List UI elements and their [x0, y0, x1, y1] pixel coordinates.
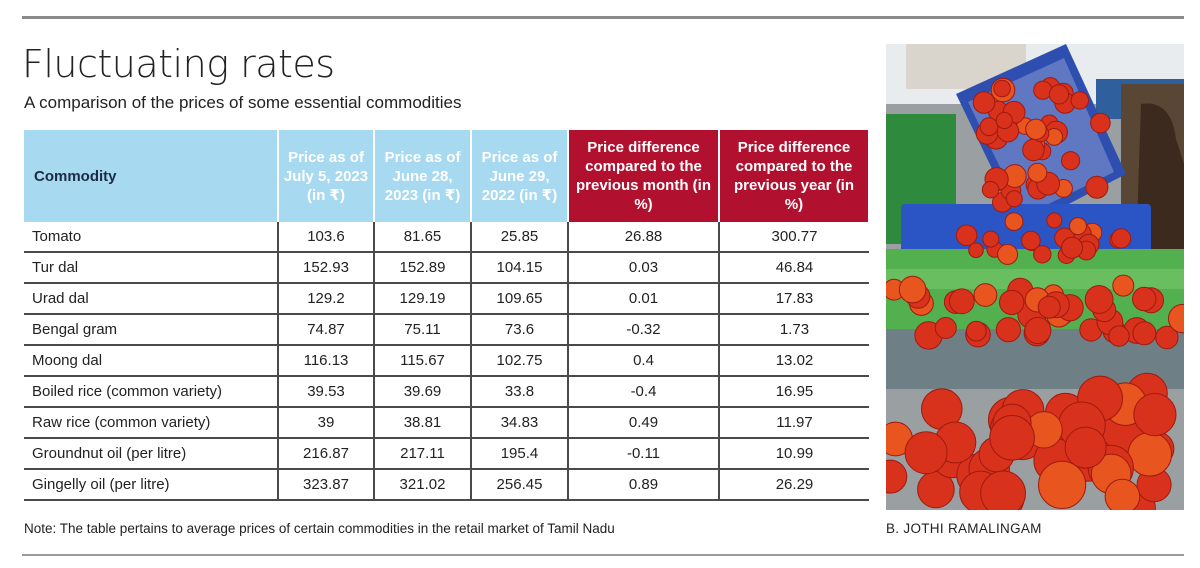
- table-row: Tur dal 152.93 152.89 104.15 0.03 46.84: [24, 252, 869, 284]
- price-table: Commodity Price as of July 5, 2023 (in ₹…: [24, 130, 870, 501]
- tomato-market-photo: [886, 44, 1184, 510]
- header-price-june-2022: Price as of June 29, 2022 (in ₹): [471, 130, 569, 222]
- cell-commodity: Gingelly oil (per litre): [24, 469, 279, 501]
- table-row: Groundnut oil (per litre) 216.87 217.11 195…: [24, 438, 869, 470]
- table-row: Urad dal 129.2 129.19 109.65 0.01 17.83: [24, 283, 869, 315]
- cell-commodity: Bengal gram: [24, 314, 279, 346]
- cell-commodity: Moong dal: [24, 345, 279, 377]
- cell-diff-year: 26.29: [719, 469, 869, 501]
- cell-price-june-2023: 75.11: [374, 314, 472, 346]
- cell-commodity: Boiled rice (common variety): [24, 376, 279, 408]
- cell-price-june-2022: 34.83: [471, 407, 569, 439]
- table-row: Tomato 103.6 81.65 25.85 26.88 300.77: [24, 222, 869, 253]
- header-price-july-2023: Price as of July 5, 2023 (in ₹): [278, 130, 375, 222]
- table-row: Moong dal 116.13 115.67 102.75 0.4 13.02: [24, 345, 869, 377]
- header-commodity: Commodity: [24, 130, 279, 222]
- cell-price-june-2022: 256.45: [471, 469, 569, 501]
- cell-price-june-2022: 104.15: [471, 252, 569, 284]
- cell-price-july-2023: 129.2: [278, 283, 375, 315]
- header-diff-month: Price difference compared to the previou…: [568, 130, 720, 222]
- cell-price-june-2023: 321.02: [374, 469, 472, 501]
- cell-diff-year: 1.73: [719, 314, 869, 346]
- header-price-june-2023: Price as of June 28, 2023 (in ₹): [374, 130, 472, 222]
- cell-price-july-2023: 39.53: [278, 376, 375, 408]
- cell-price-july-2023: 216.87: [278, 438, 375, 470]
- cell-diff-month: 0.4: [568, 345, 720, 377]
- cell-price-june-2022: 109.65: [471, 283, 569, 315]
- cell-commodity: Raw rice (common variety): [24, 407, 279, 439]
- cell-price-july-2023: 103.6: [278, 222, 375, 253]
- cell-price-june-2022: 73.6: [471, 314, 569, 346]
- table-row: Boiled rice (common variety) 39.53 39.69 33…: [24, 376, 869, 408]
- cell-diff-year: 46.84: [719, 252, 869, 284]
- cell-price-july-2023: 39: [278, 407, 375, 439]
- table-row: Raw rice (common variety) 39 38.81 34.83 0.4…: [24, 407, 869, 439]
- cell-price-june-2022: 102.75: [471, 345, 569, 377]
- cell-diff-year: 300.77: [719, 222, 869, 253]
- cell-diff-month: 0.89: [568, 469, 720, 501]
- cell-commodity: Urad dal: [24, 283, 279, 315]
- bottom-rule: [22, 554, 1184, 556]
- cell-price-june-2023: 115.67: [374, 345, 472, 377]
- cell-diff-month: -0.4: [568, 376, 720, 408]
- cell-diff-year: 11.97: [719, 407, 869, 439]
- cell-price-june-2023: 39.69: [374, 376, 472, 408]
- cell-diff-year: 16.95: [719, 376, 869, 408]
- cell-diff-month: 0.49: [568, 407, 720, 439]
- cell-price-july-2023: 152.93: [278, 252, 375, 284]
- cell-diff-year: 10.99: [719, 438, 869, 470]
- cell-price-june-2023: 217.11: [374, 438, 472, 470]
- cell-diff-month: 26.88: [568, 222, 720, 253]
- top-rule: [22, 16, 1184, 19]
- cell-diff-month: 0.01: [568, 283, 720, 315]
- header-diff-year: Price difference compared to the previou…: [719, 130, 870, 222]
- cell-diff-month: 0.03: [568, 252, 720, 284]
- cell-price-july-2023: 74.87: [278, 314, 375, 346]
- table-row: Gingelly oil (per litre) 323.87 321.02 256.…: [24, 469, 869, 501]
- table-note: Note: The table pertains to average pric…: [24, 521, 615, 536]
- cell-price-july-2023: 116.13: [278, 345, 375, 377]
- cell-diff-year: 17.83: [719, 283, 869, 315]
- cell-price-june-2023: 152.89: [374, 252, 472, 284]
- page-title: Fluctuating rates: [22, 42, 335, 86]
- cell-price-june-2022: 25.85: [471, 222, 569, 253]
- cell-diff-month: -0.32: [568, 314, 720, 346]
- cell-price-june-2023: 129.19: [374, 283, 472, 315]
- cell-diff-year: 13.02: [719, 345, 869, 377]
- cell-commodity: Groundnut oil (per litre): [24, 438, 279, 470]
- photo-credit: B. JOTHI RAMALINGAM: [886, 521, 1042, 536]
- table-header-row: Commodity Price as of July 5, 2023 (in ₹…: [24, 130, 870, 222]
- cell-price-june-2023: 38.81: [374, 407, 472, 439]
- table-row: Bengal gram 74.87 75.11 73.6 -0.32 1.73: [24, 314, 869, 346]
- cell-commodity: Tur dal: [24, 252, 279, 284]
- cell-commodity: Tomato: [24, 222, 279, 253]
- cell-price-july-2023: 323.87: [278, 469, 375, 501]
- page-subtitle: A comparison of the prices of some essen…: [24, 93, 462, 112]
- cell-price-june-2022: 33.8: [471, 376, 569, 408]
- cell-price-june-2023: 81.65: [374, 222, 472, 253]
- cell-diff-month: -0.11: [568, 438, 720, 470]
- cell-price-june-2022: 195.4: [471, 438, 569, 470]
